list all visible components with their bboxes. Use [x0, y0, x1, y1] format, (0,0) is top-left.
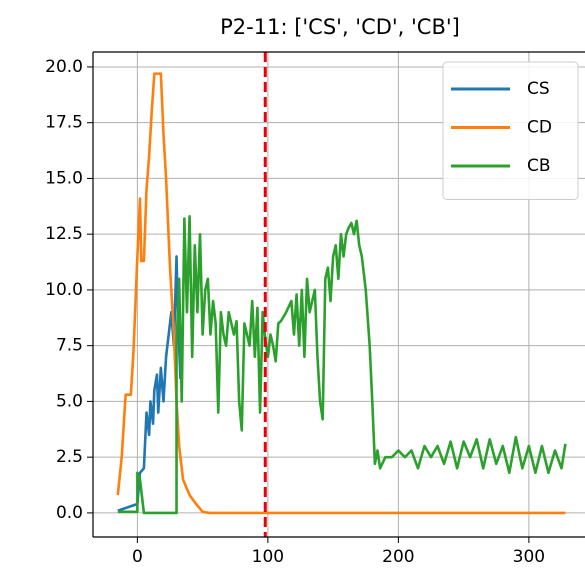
- y-tick-label: 12.5: [45, 224, 83, 244]
- series-line: [116, 72, 566, 515]
- x-tick-label: 100: [252, 547, 284, 567]
- x-tick-label: 300: [513, 547, 545, 567]
- legend-label: CB: [527, 156, 551, 176]
- x-tick-label: 200: [382, 547, 414, 567]
- y-tick-label: 17.5: [45, 113, 83, 133]
- y-tick-label: 7.5: [56, 336, 83, 356]
- y-tick-label: 20.0: [45, 57, 83, 77]
- y-tick-label: 5.0: [56, 391, 83, 411]
- plot-area: [116, 52, 567, 537]
- legend-label: CD: [527, 118, 552, 138]
- legend: CS CD CB: [442, 61, 579, 200]
- y-tick-label: 15.0: [45, 168, 83, 188]
- y-tick-label: 0.0: [56, 503, 83, 523]
- chart-title: P2-11: ['CS', 'CD', 'CB']: [220, 15, 460, 39]
- y-tick-label: 10.0: [45, 280, 83, 300]
- series-line: [117, 215, 567, 515]
- x-tick-label: 0: [132, 547, 143, 567]
- legend-box: [442, 61, 579, 200]
- legend-label: CS: [527, 79, 550, 99]
- y-tick-label: 2.5: [56, 447, 83, 467]
